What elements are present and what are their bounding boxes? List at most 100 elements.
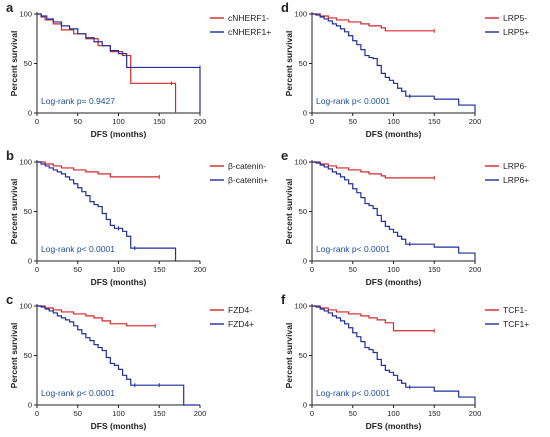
survival-curve-negative <box>312 13 435 32</box>
y-tick-label: 50 <box>299 59 307 68</box>
y-tick-label: 100 <box>294 158 307 167</box>
survival-curve-negative <box>312 161 435 179</box>
legend-label: LRP6- <box>503 161 527 171</box>
y-tick-label: 100 <box>19 302 32 311</box>
km-chart: 0 50 100 150 200 0 50 100 DFS (months) Percent su… <box>284 302 529 432</box>
x-tick-label: 50 <box>349 117 357 126</box>
x-tick-label: 0 <box>310 117 314 126</box>
y-tick-label: 100 <box>294 302 307 311</box>
y-tick-label: 100 <box>19 158 32 167</box>
km-chart: 0 50 100 150 200 0 50 100 DFS (months) Percent su… <box>284 158 529 288</box>
km-panel-b: b 0 50 100 150 200 0 50 100 DFS (months) Percent … <box>0 148 275 293</box>
x-tick-label: 50 <box>74 265 82 274</box>
legend-label: TCF1+ <box>503 319 529 329</box>
km-panel-a: a 0 50 100 150 200 0 50 100 DFS (months) Percent … <box>0 0 275 145</box>
x-axis-label: DFS (months) <box>366 277 422 287</box>
logrank-annotation: Log-rank p< 0.0001 <box>316 388 390 398</box>
y-axis-label: Percent survival <box>9 179 19 245</box>
x-axis-label: DFS (months) <box>366 129 422 139</box>
y-tick-label: 50 <box>24 351 32 360</box>
x-tick-label: 50 <box>349 265 357 274</box>
legend-label: β-catenin- <box>228 161 266 171</box>
y-axis-label: Percent survival <box>9 323 19 389</box>
legend-label: FZD4+ <box>228 319 254 329</box>
legend-label: FZD4- <box>228 305 252 315</box>
survival-curve-positive <box>312 161 476 261</box>
y-tick-label: 0 <box>28 109 32 118</box>
survival-curve-positive <box>312 13 476 113</box>
survival-curve-negative <box>37 305 156 327</box>
x-tick-label: 200 <box>194 117 207 126</box>
y-tick-label: 0 <box>303 257 307 266</box>
panel-label: c <box>6 292 14 307</box>
x-tick-label: 100 <box>387 265 400 274</box>
x-tick-label: 150 <box>153 265 166 274</box>
x-tick-label: 150 <box>153 117 166 126</box>
y-axis-label: Percent survival <box>284 323 294 389</box>
km-panel-e: e 0 50 100 150 200 0 50 100 DFS (months) Percent … <box>275 148 550 293</box>
y-axis-label: Percent survival <box>9 31 19 97</box>
survival-curve-negative <box>312 305 435 332</box>
legend-label: LRP5+ <box>503 27 529 37</box>
x-tick-label: 200 <box>469 409 482 418</box>
km-panel-d: d 0 50 100 150 200 0 50 100 DFS (months) Percent … <box>275 0 550 145</box>
x-tick-label: 0 <box>310 265 314 274</box>
y-tick-label: 0 <box>303 109 307 118</box>
logrank-annotation: Log-rank p< 0.0001 <box>41 244 115 254</box>
x-tick-label: 0 <box>35 265 39 274</box>
panel-label: d <box>281 0 289 15</box>
y-tick-label: 50 <box>24 59 32 68</box>
survival-curve-positive <box>37 305 200 406</box>
y-tick-label: 0 <box>303 401 307 410</box>
survival-curve-positive <box>312 305 476 405</box>
x-tick-label: 100 <box>112 409 125 418</box>
x-axis-label: DFS (months) <box>91 277 147 287</box>
km-chart: 0 50 100 150 200 0 50 100 DFS (months) Percent su… <box>284 10 529 140</box>
x-tick-label: 150 <box>153 409 166 418</box>
x-tick-label: 0 <box>310 409 314 418</box>
x-axis-label: DFS (months) <box>366 421 422 431</box>
logrank-annotation: Log-rank p< 0.0001 <box>316 96 390 106</box>
km-chart: 0 50 100 150 200 0 50 100 DFS (months) Percent su… <box>9 158 268 288</box>
legend-label: cNHERF1- <box>228 13 269 23</box>
y-axis-label: Percent survival <box>284 31 294 97</box>
x-tick-label: 0 <box>35 409 39 418</box>
x-tick-label: 50 <box>349 409 357 418</box>
logrank-annotation: Log-rank p= 0.9427 <box>41 96 115 106</box>
x-tick-label: 150 <box>428 117 441 126</box>
x-tick-label: 200 <box>469 265 482 274</box>
x-tick-label: 50 <box>74 409 82 418</box>
legend-label: LRP5- <box>503 13 527 23</box>
y-tick-label: 0 <box>28 401 32 410</box>
logrank-annotation: Log-rank p< 0.0001 <box>41 388 115 398</box>
y-tick-label: 100 <box>19 10 32 19</box>
x-axis-label: DFS (months) <box>91 129 147 139</box>
survival-curve-negative <box>37 161 160 178</box>
km-chart: 0 50 100 150 200 0 50 100 DFS (months) Percent su… <box>9 302 254 432</box>
y-tick-label: 50 <box>299 351 307 360</box>
x-tick-label: 100 <box>387 409 400 418</box>
survival-curve-positive <box>37 161 177 261</box>
x-axis-label: DFS (months) <box>91 421 147 431</box>
panel-label: a <box>6 0 14 15</box>
x-tick-label: 0 <box>35 117 39 126</box>
x-tick-label: 100 <box>112 117 125 126</box>
panel-label: e <box>281 148 289 163</box>
legend-label: β-catenin+ <box>228 175 268 185</box>
km-panel-c: c 0 50 100 150 200 0 50 100 DFS (months) Percent … <box>0 292 275 437</box>
x-tick-label: 100 <box>387 117 400 126</box>
x-tick-label: 150 <box>428 409 441 418</box>
panel-label: b <box>6 148 14 163</box>
km-chart: 0 50 100 150 200 0 50 100 DFS (months) Percent su… <box>9 10 271 140</box>
survival-curve-positive <box>37 13 201 113</box>
x-tick-label: 200 <box>194 409 207 418</box>
y-tick-label: 0 <box>28 257 32 266</box>
x-tick-label: 50 <box>74 117 82 126</box>
logrank-annotation: Log-rank p< 0.0001 <box>316 244 390 254</box>
panel-label: f <box>281 292 286 307</box>
x-tick-label: 200 <box>469 117 482 126</box>
x-tick-label: 200 <box>194 265 207 274</box>
y-axis-label: Percent survival <box>284 179 294 245</box>
x-tick-label: 150 <box>428 265 441 274</box>
x-tick-label: 100 <box>112 265 125 274</box>
